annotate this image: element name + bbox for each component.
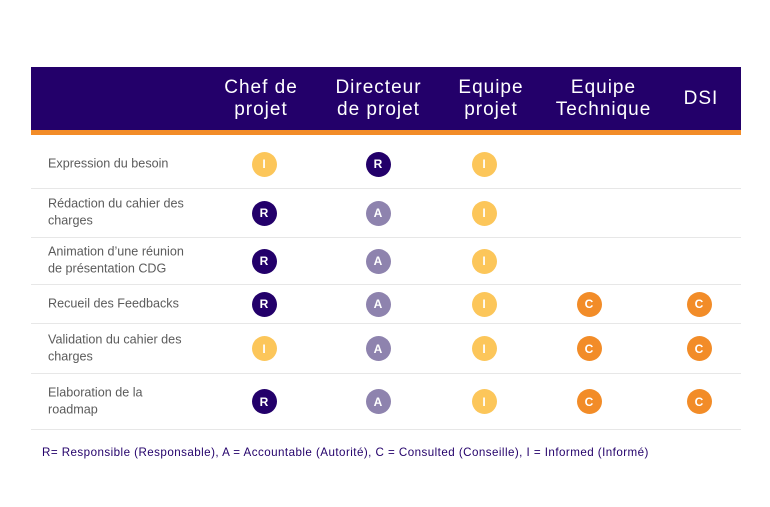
table-row: Recueil des Feedbacks R A I C C (31, 285, 741, 324)
raci-badge: C (576, 336, 602, 361)
row-label: Rédaction du cahier des charges (48, 196, 184, 228)
row-label: Recueil des Feedbacks (48, 296, 179, 311)
raci-table-header: Chef de projet Directeur de projet Equip… (31, 67, 741, 130)
row-label: Elaboration de la roadmap (48, 385, 143, 417)
row-label: Animation d’une réunion de présentation … (48, 244, 184, 276)
raci-badge: A (365, 291, 391, 317)
raci-badge: I (251, 151, 277, 177)
raci-badge: I (471, 151, 497, 177)
table-row: Expression du besoin I R I (31, 140, 741, 189)
raci-badge: C (576, 291, 602, 317)
row-label: Expression du besoin (48, 156, 169, 171)
raci-badge: R (251, 291, 277, 317)
column-header-equipe-technique: Equipe Technique (555, 76, 652, 120)
raci-legend: R= Responsible (Responsable), A = Accoun… (42, 446, 649, 459)
column-header-dsi: DSI (683, 87, 719, 109)
table-row: Animation d’une réunion de présentation … (31, 238, 741, 285)
raci-badge: A (365, 200, 391, 226)
raci-badge: C (686, 336, 712, 361)
table-row: Rédaction du cahier des charges R A I (31, 189, 741, 238)
raci-badge: C (576, 389, 602, 414)
header-accent-bar (31, 130, 741, 135)
raci-badge: R (251, 389, 277, 414)
table-row: Validation du cahier des charges I A I C… (31, 324, 741, 374)
table-row: Elaboration de la roadmap R A I C C (31, 374, 741, 430)
raci-badge: I (471, 248, 497, 274)
raci-badge: I (471, 336, 497, 361)
column-header-directeur-de-projet: Directeur de projet (335, 76, 422, 120)
raci-badge: C (686, 291, 712, 317)
row-label: Validation du cahier des charges (48, 332, 182, 364)
raci-badge: R (365, 151, 391, 177)
raci-badge: A (365, 248, 391, 274)
raci-badge: R (251, 248, 277, 274)
raci-badge: I (471, 291, 497, 317)
column-header-equipe-projet: Equipe projet (458, 76, 524, 120)
raci-badge: I (251, 336, 277, 361)
raci-badge: A (365, 336, 391, 361)
raci-badge: I (471, 389, 497, 414)
column-header-chef-de-projet: Chef de projet (224, 76, 298, 120)
raci-badge: I (471, 200, 497, 226)
raci-badge: A (365, 389, 391, 414)
raci-badge: C (686, 389, 712, 414)
raci-badge: R (251, 200, 277, 226)
